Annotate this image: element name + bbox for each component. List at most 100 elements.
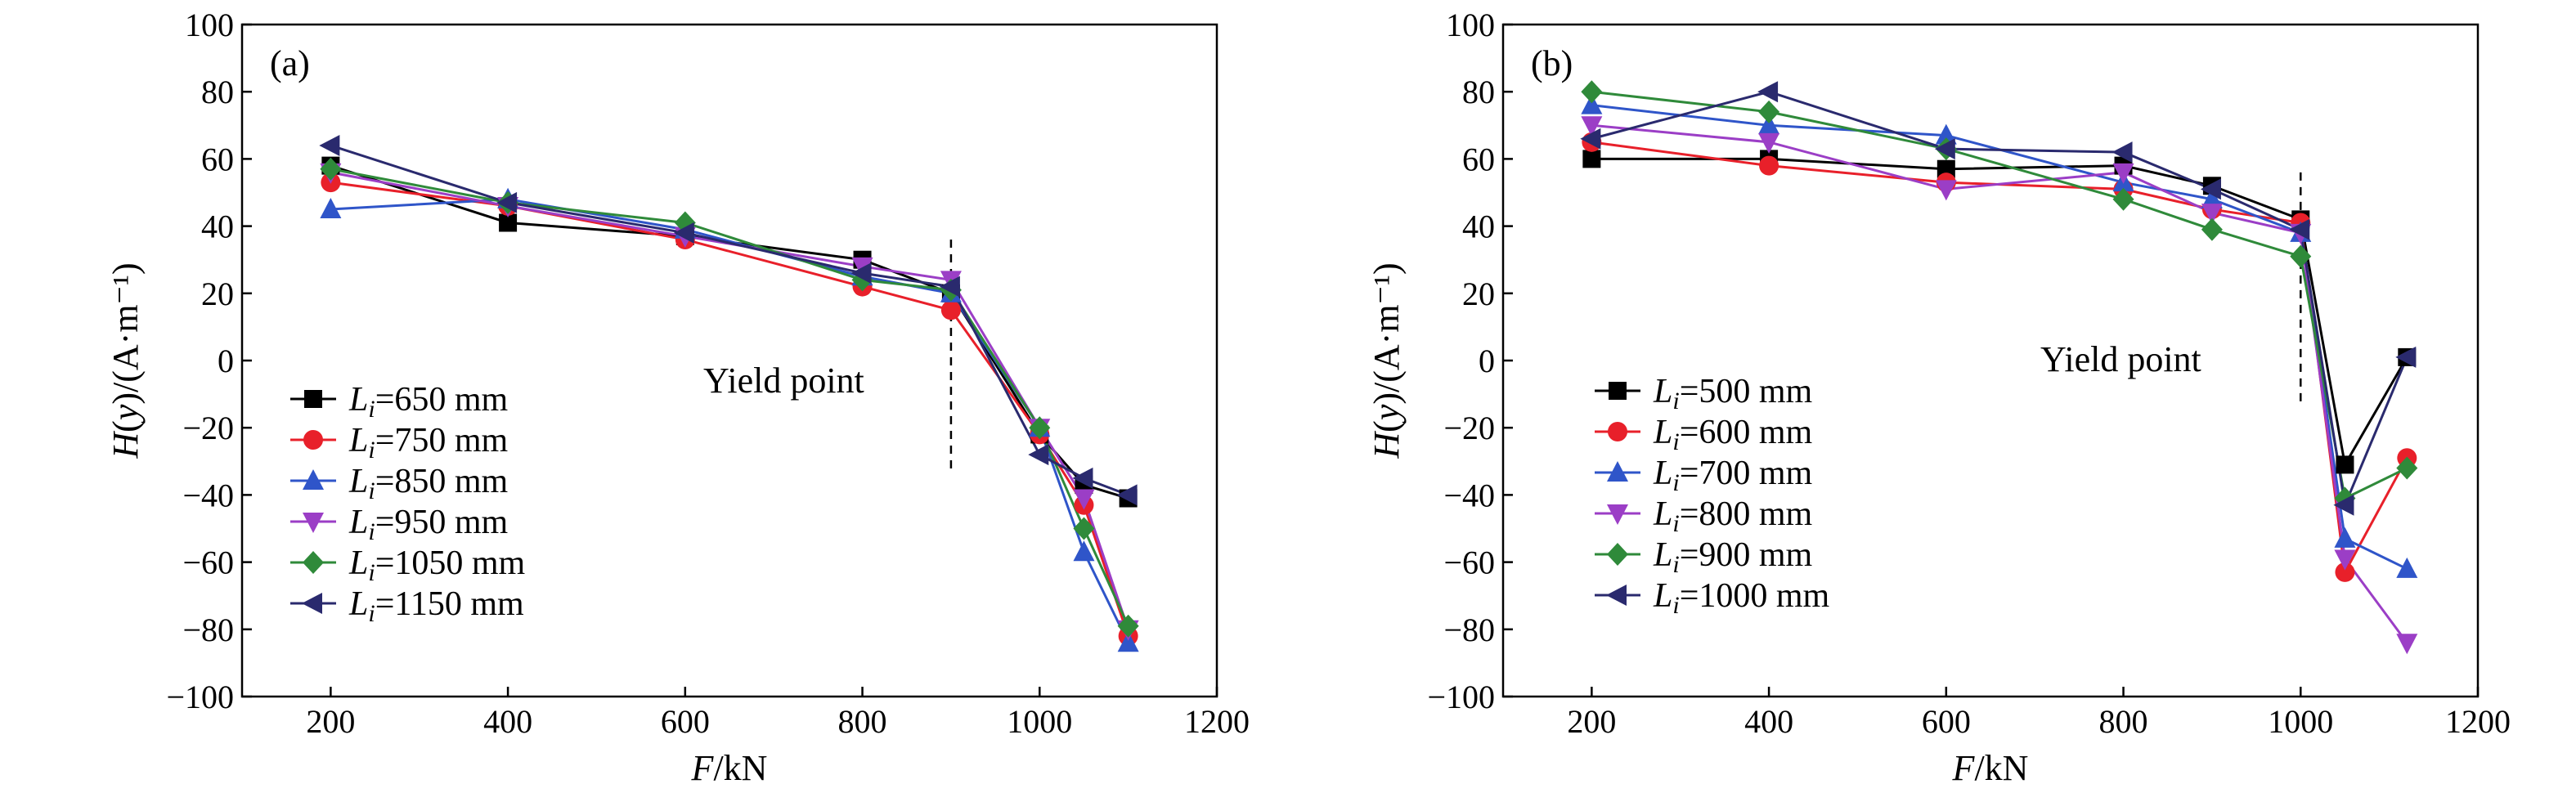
data-point-series-6: [2333, 494, 2354, 516]
legend-marker: [303, 469, 324, 490]
y-tick-label: 80: [201, 74, 234, 110]
data-point-series-5: [320, 157, 342, 181]
legend-label: Li=650 mm: [348, 381, 509, 423]
y-tick-label: 0: [218, 343, 234, 379]
data-point-series-6: [2395, 346, 2417, 368]
data-point-series-6: [939, 276, 960, 298]
data-point-series-5: [1073, 517, 1095, 540]
y-tick-label: −80: [1443, 612, 1495, 648]
legend-marker: [1607, 461, 1628, 482]
y-tick-label: −40: [182, 477, 234, 513]
legend-label: Li=1000 mm: [1653, 577, 1830, 619]
plot-frame: [1501, 23, 2480, 698]
y-tick-label: −100: [1427, 679, 1495, 715]
y-tick-label: 40: [201, 208, 234, 245]
data-point-series-6: [2112, 141, 2133, 164]
y-tick-label: 20: [201, 276, 234, 312]
y-tick-label: −60: [182, 544, 234, 581]
y-axis-label: H(y)/(A·m⁻¹): [105, 262, 146, 459]
x-tick-label: 800: [838, 703, 887, 740]
legend-marker: [303, 551, 324, 574]
y-tick-label: 100: [185, 7, 234, 43]
series-line-1: [1591, 157, 2408, 468]
data-point-series-4: [1581, 116, 1603, 137]
data-point-series-4: [2201, 204, 2223, 225]
data-point-series-3: [2334, 526, 2356, 548]
series-line-6: [330, 144, 1129, 496]
panel-label: (b): [1531, 43, 1573, 83]
legend-label: Li=900 mm: [1653, 536, 1813, 578]
data-point-series-6: [1116, 484, 1138, 506]
legend-marker: [303, 430, 323, 450]
y-tick-label: −80: [182, 612, 234, 648]
data-point-series-1: [2336, 455, 2354, 474]
data-point-series-3: [2201, 187, 2223, 208]
data-point-series-1: [499, 213, 518, 232]
data-point-series-5: [2396, 456, 2418, 480]
yield-point-annotation: Yield point: [703, 361, 864, 401]
data-point-series-6: [1757, 81, 1779, 103]
data-point-series-4: [2112, 163, 2134, 184]
data-point-series-5: [1117, 614, 1139, 638]
legend-marker: [1607, 543, 1628, 566]
data-point-series-4: [2396, 634, 2418, 655]
legend-marker: [1608, 422, 1627, 441]
x-tick-label: 600: [1922, 703, 1971, 740]
data-point-series-4: [1935, 180, 1957, 201]
data-point-series-6: [496, 191, 518, 213]
data-point-series-3: [320, 198, 342, 219]
x-tick-label: 400: [483, 703, 532, 740]
legend-label: Li=500 mm: [1653, 373, 1813, 414]
x-tick-label: 600: [661, 703, 710, 740]
data-point-series-6: [1580, 128, 1601, 150]
data-point-series-4: [2334, 549, 2356, 571]
y-tick-label: 60: [201, 141, 234, 177]
data-point-series-6: [850, 262, 872, 285]
data-point-series-6: [2289, 218, 2310, 240]
legend-marker: [303, 513, 324, 533]
data-point-series-2: [2335, 562, 2355, 582]
y-tick-label: 60: [1462, 141, 1495, 177]
y-tick-label: 20: [1462, 276, 1495, 312]
x-tick-label: 400: [1744, 703, 1793, 740]
y-tick-label: −20: [1443, 410, 1495, 446]
data-point-series-3: [2396, 557, 2418, 578]
legend-marker: [304, 390, 322, 408]
data-point-series-1: [1582, 150, 1601, 168]
legend-label: Li=1050 mm: [348, 544, 526, 586]
data-point-series-4: [1758, 132, 1780, 154]
data-point-series-6: [2200, 178, 2221, 200]
chart-panel-b: 200 400 600 800 1000 1200 −100 −80 −60 −40 −20 0 20 4…: [1367, 7, 2511, 788]
data-point-series-5: [2201, 217, 2223, 241]
y-tick-label: −40: [1443, 477, 1495, 513]
legend-label: Li=750 mm: [348, 422, 509, 464]
legend-label: Li=700 mm: [1653, 455, 1813, 496]
x-tick-label: 800: [2099, 703, 2148, 740]
data-point-series-3: [1117, 631, 1139, 652]
x-tick-label: 200: [306, 703, 355, 740]
series-line-3: [1591, 104, 2408, 571]
data-point-series-6: [1028, 444, 1049, 466]
x-tick-label: 1000: [1007, 703, 1072, 740]
legend-marker: [1607, 504, 1628, 525]
y-tick-label: 40: [1462, 208, 1495, 245]
data-point-series-6: [673, 222, 694, 244]
legend-marker: [1609, 382, 1627, 400]
legend-label: Li=950 mm: [348, 504, 509, 545]
series-line-5: [330, 168, 1130, 627]
legend-label: Li=850 mm: [348, 463, 509, 504]
yield-point-annotation: Yield point: [2040, 339, 2201, 379]
data-point-series-1: [1936, 159, 1955, 178]
x-axis-label: F/kN: [1952, 748, 2029, 788]
data-point-series-4: [1073, 489, 1095, 510]
data-point-series-5: [2290, 244, 2312, 268]
y-axis-label: H(y)/(A·m⁻¹): [1367, 262, 1407, 459]
data-point-series-5: [2112, 187, 2134, 211]
y-tick-label: 0: [1479, 343, 1495, 379]
data-point-series-6: [319, 134, 340, 156]
data-point-series-5: [1029, 416, 1051, 440]
series-line-2: [1591, 141, 2408, 576]
data-point-series-6: [1934, 138, 1955, 160]
y-tick-label: −20: [182, 410, 234, 446]
